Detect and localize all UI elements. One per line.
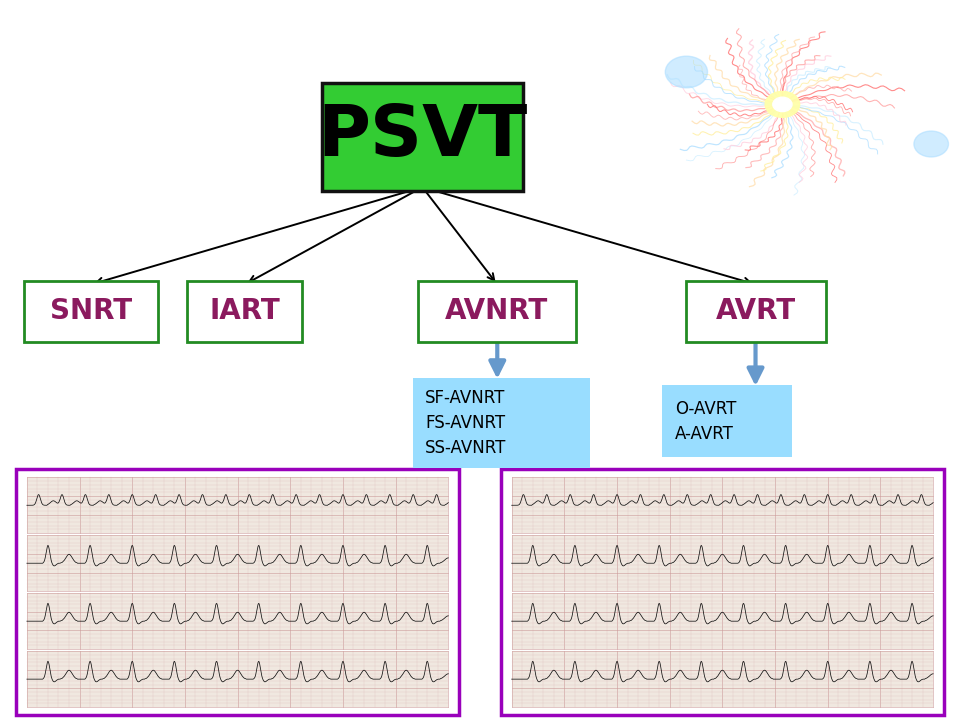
Circle shape — [914, 131, 948, 157]
Circle shape — [773, 97, 792, 112]
FancyBboxPatch shape — [187, 281, 302, 342]
FancyBboxPatch shape — [16, 469, 459, 715]
Circle shape — [765, 91, 800, 117]
Bar — [27, 593, 448, 649]
Bar — [27, 536, 448, 591]
Text: SF-AVNRT
FS-AVNRT
SS-AVNRT: SF-AVNRT FS-AVNRT SS-AVNRT — [425, 389, 507, 457]
Bar — [512, 651, 933, 707]
FancyBboxPatch shape — [322, 83, 523, 191]
Text: O-AVRT
A-AVRT: O-AVRT A-AVRT — [675, 400, 736, 443]
Text: IART: IART — [209, 297, 280, 325]
FancyBboxPatch shape — [24, 281, 158, 342]
Text: SNRT: SNRT — [50, 297, 132, 325]
Bar — [27, 651, 448, 707]
Circle shape — [665, 56, 708, 88]
Bar — [512, 593, 933, 649]
Text: AVRT: AVRT — [716, 297, 796, 325]
FancyBboxPatch shape — [662, 385, 792, 457]
FancyBboxPatch shape — [418, 281, 576, 342]
FancyBboxPatch shape — [413, 378, 590, 468]
Bar — [512, 477, 933, 533]
Text: AVNRT: AVNRT — [445, 297, 548, 325]
Text: PSVT: PSVT — [317, 102, 528, 171]
Bar — [27, 477, 448, 533]
Bar — [512, 536, 933, 591]
FancyBboxPatch shape — [501, 469, 944, 715]
FancyBboxPatch shape — [686, 281, 826, 342]
